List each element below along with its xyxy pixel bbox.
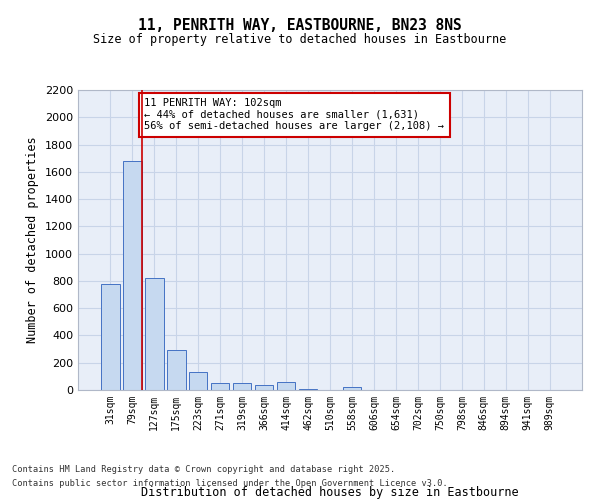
Bar — [343, 386, 361, 390]
Text: Contains public sector information licensed under the Open Government Licence v3: Contains public sector information licen… — [12, 479, 448, 488]
Bar — [167, 350, 185, 390]
Text: 11, PENRITH WAY, EASTBOURNE, BN23 8NS: 11, PENRITH WAY, EASTBOURNE, BN23 8NS — [138, 18, 462, 32]
Bar — [299, 388, 317, 390]
Text: 11 PENRITH WAY: 102sqm
← 44% of detached houses are smaller (1,631)
56% of semi-: 11 PENRITH WAY: 102sqm ← 44% of detached… — [145, 98, 445, 132]
Bar — [255, 385, 274, 390]
Y-axis label: Number of detached properties: Number of detached properties — [26, 136, 40, 344]
Text: Size of property relative to detached houses in Eastbourne: Size of property relative to detached ho… — [94, 32, 506, 46]
Bar — [145, 278, 164, 390]
Bar — [101, 284, 119, 390]
X-axis label: Distribution of detached houses by size in Eastbourne: Distribution of detached houses by size … — [141, 486, 519, 498]
Bar — [189, 372, 208, 390]
Bar — [277, 382, 295, 390]
Bar — [123, 161, 142, 390]
Text: Contains HM Land Registry data © Crown copyright and database right 2025.: Contains HM Land Registry data © Crown c… — [12, 466, 395, 474]
Bar — [233, 383, 251, 390]
Bar — [211, 382, 229, 390]
